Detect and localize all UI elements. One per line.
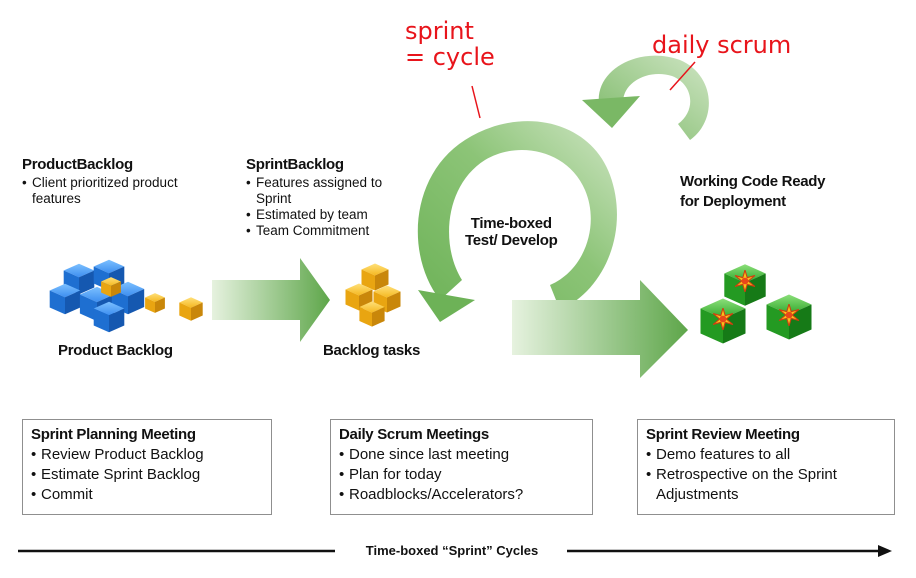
sprint-backlog-title: SprintBacklog [246,156,344,173]
daily-scrum-items: Done since last meeting Plan for today R… [339,445,584,505]
working-code-label: Working Code Ready for Deployment [680,172,825,212]
list-item: Plan for today [339,465,584,485]
working-code-line1: Working Code Ready [680,173,826,190]
daily-scrum-annotation: daily scrum [652,31,792,59]
backlog-tasks-label: Backlog tasks [323,342,420,359]
sprint-review-meeting-box: Sprint Review Meeting Demo features to a… [637,419,895,515]
sprint-annotation-line1: sprint [405,17,474,45]
time-boxed-line2: Test/ Develop [465,232,558,249]
sprint-pointer-line [471,85,481,119]
timeline-arrow [18,545,892,557]
list-item: Team Commitment [246,223,416,239]
sprint-annotation-line2: = cycle [405,43,495,71]
timeline-label: Time-boxed “Sprint” Cycles [365,543,539,558]
daily-scrum-pointer-line [669,61,696,91]
list-item: Done since last meeting [339,445,584,465]
time-boxed-line1: Time-boxed [470,215,552,232]
sprint-review-items: Demo features to all Retrospective on th… [646,445,886,505]
list-item: Features assigned to Sprint [246,175,416,207]
daily-scrum-meetings-box: Daily Scrum Meetings Done since last mee… [330,419,593,515]
sprint-backlog-bullets: Features assigned to Sprint Estimated by… [246,175,416,239]
list-item: Review Product Backlog [31,445,263,465]
time-boxed-label: Time-boxed Test/ Develop [465,215,558,249]
product-backlog-section: ProductBacklog Client prioritized produc… [22,156,212,207]
sprint-planning-title: Sprint Planning Meeting [31,426,196,443]
sprint-planning-items: Review Product Backlog Estimate Sprint B… [31,445,263,505]
arrow-backlog-to-sprint [212,258,330,342]
sprint-cycle-arrow [417,121,688,378]
product-backlog-bullets: Client prioritized product features [22,175,212,207]
list-item: Client prioritized product features [22,175,212,207]
list-item: Estimated by team [246,207,416,223]
sprint-cycle-annotation: sprint = cycle [405,18,495,70]
list-item: Retrospective on the Sprint Adjustments [646,465,886,505]
working-code-line2: for Deployment [680,193,786,210]
list-item: Commit [31,485,263,505]
product-backlog-title: ProductBacklog [22,156,133,173]
list-item: Estimate Sprint Backlog [31,465,263,485]
sprint-backlog-section: SprintBacklog Features assigned to Sprin… [246,156,416,239]
product-backlog-icon-label: Product Backlog [58,342,173,359]
sprint-review-title: Sprint Review Meeting [646,426,800,443]
working-code-cubes-icon [700,264,812,344]
list-item: Demo features to all [646,445,886,465]
sprint-planning-meeting-box: Sprint Planning Meeting Review Product B… [22,419,272,515]
product-backlog-cubes-icon [49,259,203,333]
daily-scrum-title: Daily Scrum Meetings [339,426,489,443]
list-item: Roadblocks/Accelerators? [339,485,584,505]
backlog-tasks-cubes-icon [345,263,401,327]
